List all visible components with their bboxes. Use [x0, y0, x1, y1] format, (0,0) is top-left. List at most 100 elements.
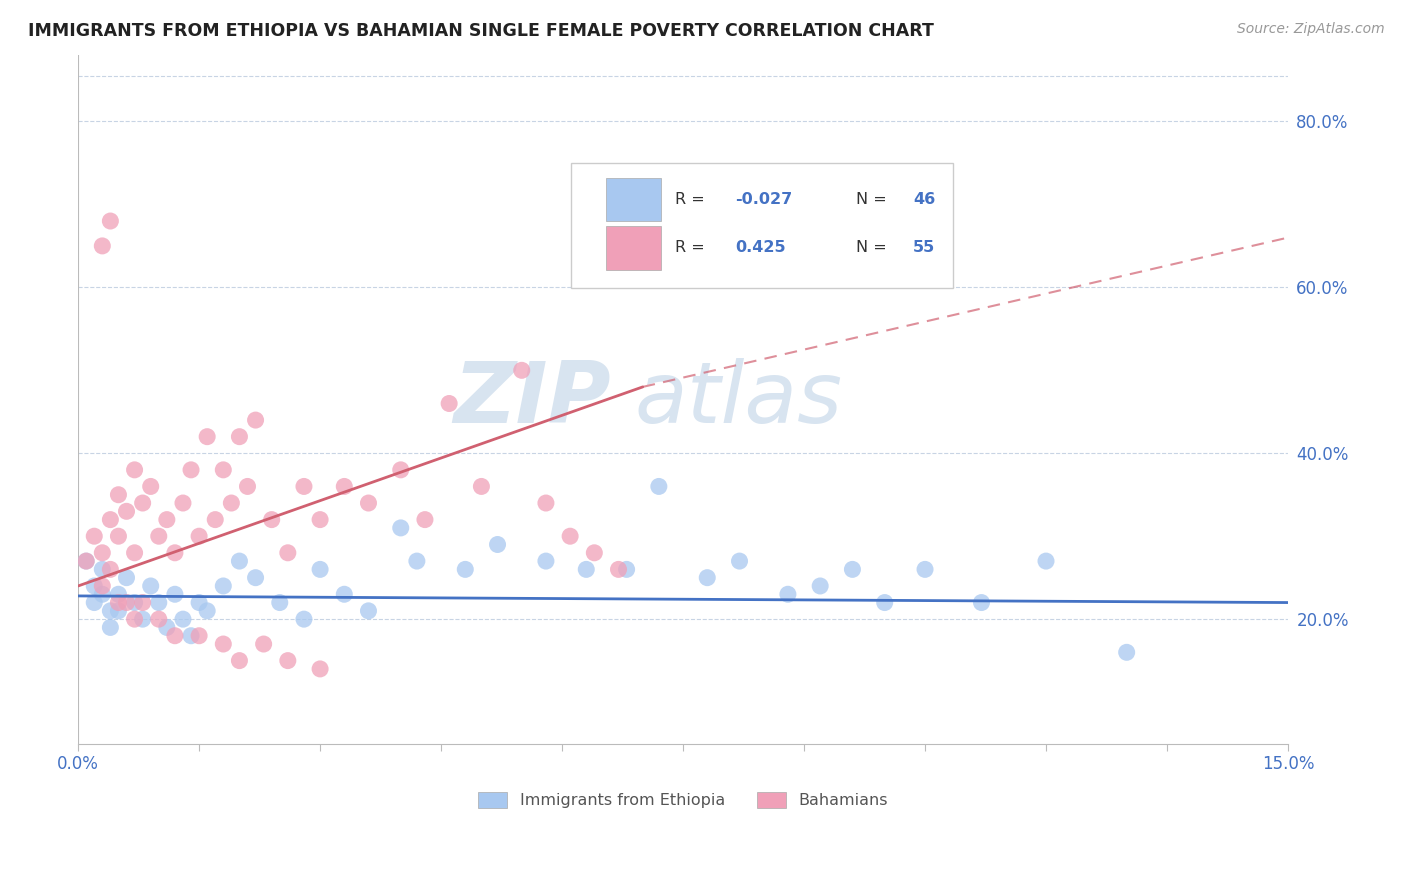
Point	[100, 214, 122, 228]
Point	[696, 571, 718, 585]
Point	[534, 496, 557, 510]
Y-axis label: Single Female Poverty: Single Female Poverty	[0, 314, 7, 484]
Point	[83, 596, 105, 610]
Point	[188, 629, 211, 643]
Point	[100, 604, 122, 618]
Point	[534, 554, 557, 568]
Point	[148, 612, 170, 626]
Point	[75, 554, 97, 568]
Point	[100, 562, 122, 576]
Point	[107, 529, 129, 543]
Point	[91, 546, 114, 560]
Point	[156, 513, 179, 527]
Point	[333, 479, 356, 493]
Text: 46: 46	[912, 192, 935, 207]
Text: 0.425: 0.425	[735, 241, 786, 255]
Point	[454, 562, 477, 576]
Point	[260, 513, 283, 527]
Point	[107, 488, 129, 502]
Point	[115, 504, 138, 518]
Point	[212, 579, 235, 593]
Point	[91, 587, 114, 601]
Point	[228, 554, 250, 568]
Point	[124, 546, 146, 560]
Point	[583, 546, 606, 560]
Point	[970, 596, 993, 610]
Point	[163, 546, 186, 560]
Point	[115, 596, 138, 610]
Point	[124, 463, 146, 477]
Point	[195, 430, 218, 444]
Point	[616, 562, 638, 576]
Point	[75, 554, 97, 568]
Point	[269, 596, 291, 610]
Point	[389, 521, 412, 535]
Point	[212, 463, 235, 477]
Point	[575, 562, 598, 576]
Point	[188, 529, 211, 543]
Point	[245, 413, 267, 427]
Point	[188, 596, 211, 610]
Point	[156, 620, 179, 634]
Point	[115, 571, 138, 585]
Point	[91, 579, 114, 593]
Point	[1115, 645, 1137, 659]
FancyBboxPatch shape	[571, 163, 953, 288]
Text: N =: N =	[856, 241, 891, 255]
Point	[413, 513, 436, 527]
Point	[228, 654, 250, 668]
Point	[91, 562, 114, 576]
Point	[180, 463, 202, 477]
Point	[195, 604, 218, 618]
Point	[558, 529, 581, 543]
Text: atlas: atlas	[634, 358, 842, 441]
FancyBboxPatch shape	[606, 227, 661, 269]
Point	[107, 596, 129, 610]
Point	[100, 513, 122, 527]
Point	[107, 587, 129, 601]
Point	[236, 479, 259, 493]
Text: Source: ZipAtlas.com: Source: ZipAtlas.com	[1237, 22, 1385, 37]
Point	[253, 637, 276, 651]
Point	[124, 596, 146, 610]
Point	[1035, 554, 1057, 568]
Point	[873, 596, 896, 610]
Point	[486, 537, 509, 551]
Point	[221, 496, 243, 510]
Point	[389, 463, 412, 477]
Point	[245, 571, 267, 585]
Point	[841, 562, 863, 576]
Point	[292, 612, 315, 626]
Point	[100, 620, 122, 634]
Point	[309, 562, 332, 576]
Point	[406, 554, 429, 568]
Point	[83, 579, 105, 593]
Point	[131, 612, 153, 626]
FancyBboxPatch shape	[606, 178, 661, 221]
Point	[357, 496, 380, 510]
Text: 55: 55	[912, 241, 935, 255]
Text: R =: R =	[675, 192, 710, 207]
Text: R =: R =	[675, 241, 714, 255]
Point	[292, 479, 315, 493]
Point	[163, 587, 186, 601]
Text: IMMIGRANTS FROM ETHIOPIA VS BAHAMIAN SINGLE FEMALE POVERTY CORRELATION CHART: IMMIGRANTS FROM ETHIOPIA VS BAHAMIAN SIN…	[28, 22, 934, 40]
Point	[914, 562, 936, 576]
Text: N =: N =	[856, 192, 891, 207]
Point	[212, 637, 235, 651]
Point	[357, 604, 380, 618]
Point	[808, 579, 831, 593]
Point	[172, 612, 194, 626]
Point	[148, 529, 170, 543]
Point	[607, 562, 630, 576]
Point	[83, 529, 105, 543]
Point	[728, 554, 751, 568]
Point	[648, 479, 671, 493]
Point	[139, 579, 162, 593]
Point	[204, 513, 226, 527]
Legend: Immigrants from Ethiopia, Bahamians: Immigrants from Ethiopia, Bahamians	[472, 785, 894, 814]
Point	[131, 596, 153, 610]
Point	[107, 604, 129, 618]
Point	[470, 479, 492, 493]
Point	[139, 479, 162, 493]
